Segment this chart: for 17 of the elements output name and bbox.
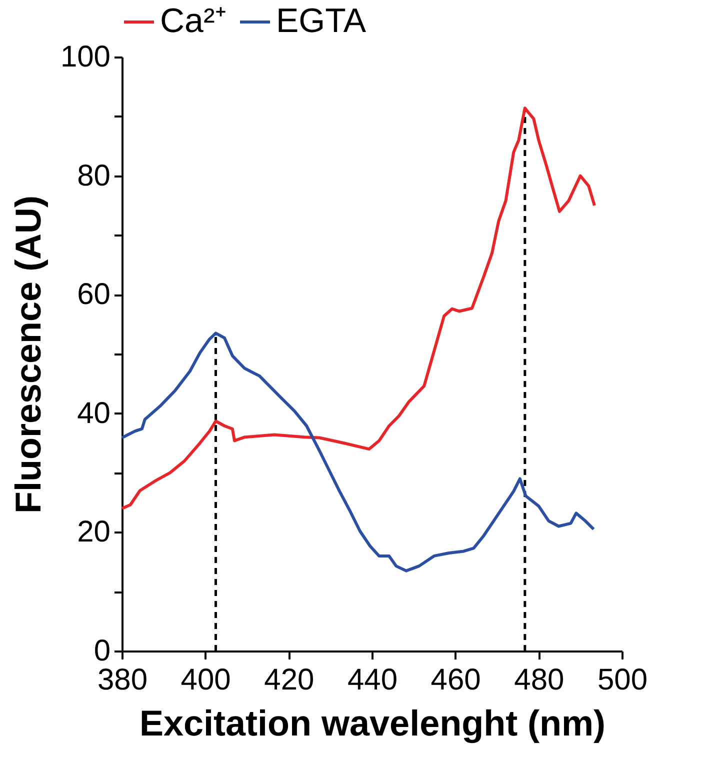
x-axis-title: Excitation wavelenght (nm) (139, 702, 606, 744)
x-tick-label: 460 (430, 664, 481, 696)
x-tick-label: 420 (264, 664, 314, 696)
y-tick-label: 80 (77, 159, 110, 192)
y-tick-label: 100 (60, 40, 110, 74)
y-tick-label: 60 (77, 278, 110, 312)
y-tick-label: 20 (77, 516, 110, 549)
y-tick-label: 40 (77, 396, 110, 430)
line-series (120, 332, 596, 572)
legend-label: Ca²⁺ (160, 2, 226, 40)
y-axis-title: Fluorescence (AU) (7, 195, 48, 514)
line-series (120, 106, 596, 510)
x-tick-label: 440 (347, 664, 398, 696)
x-tick-label: 400 (180, 664, 231, 696)
x-tick-label: 480 (514, 664, 564, 696)
legend-label: EGTA (276, 2, 366, 40)
x-tick-label: 500 (597, 664, 648, 696)
